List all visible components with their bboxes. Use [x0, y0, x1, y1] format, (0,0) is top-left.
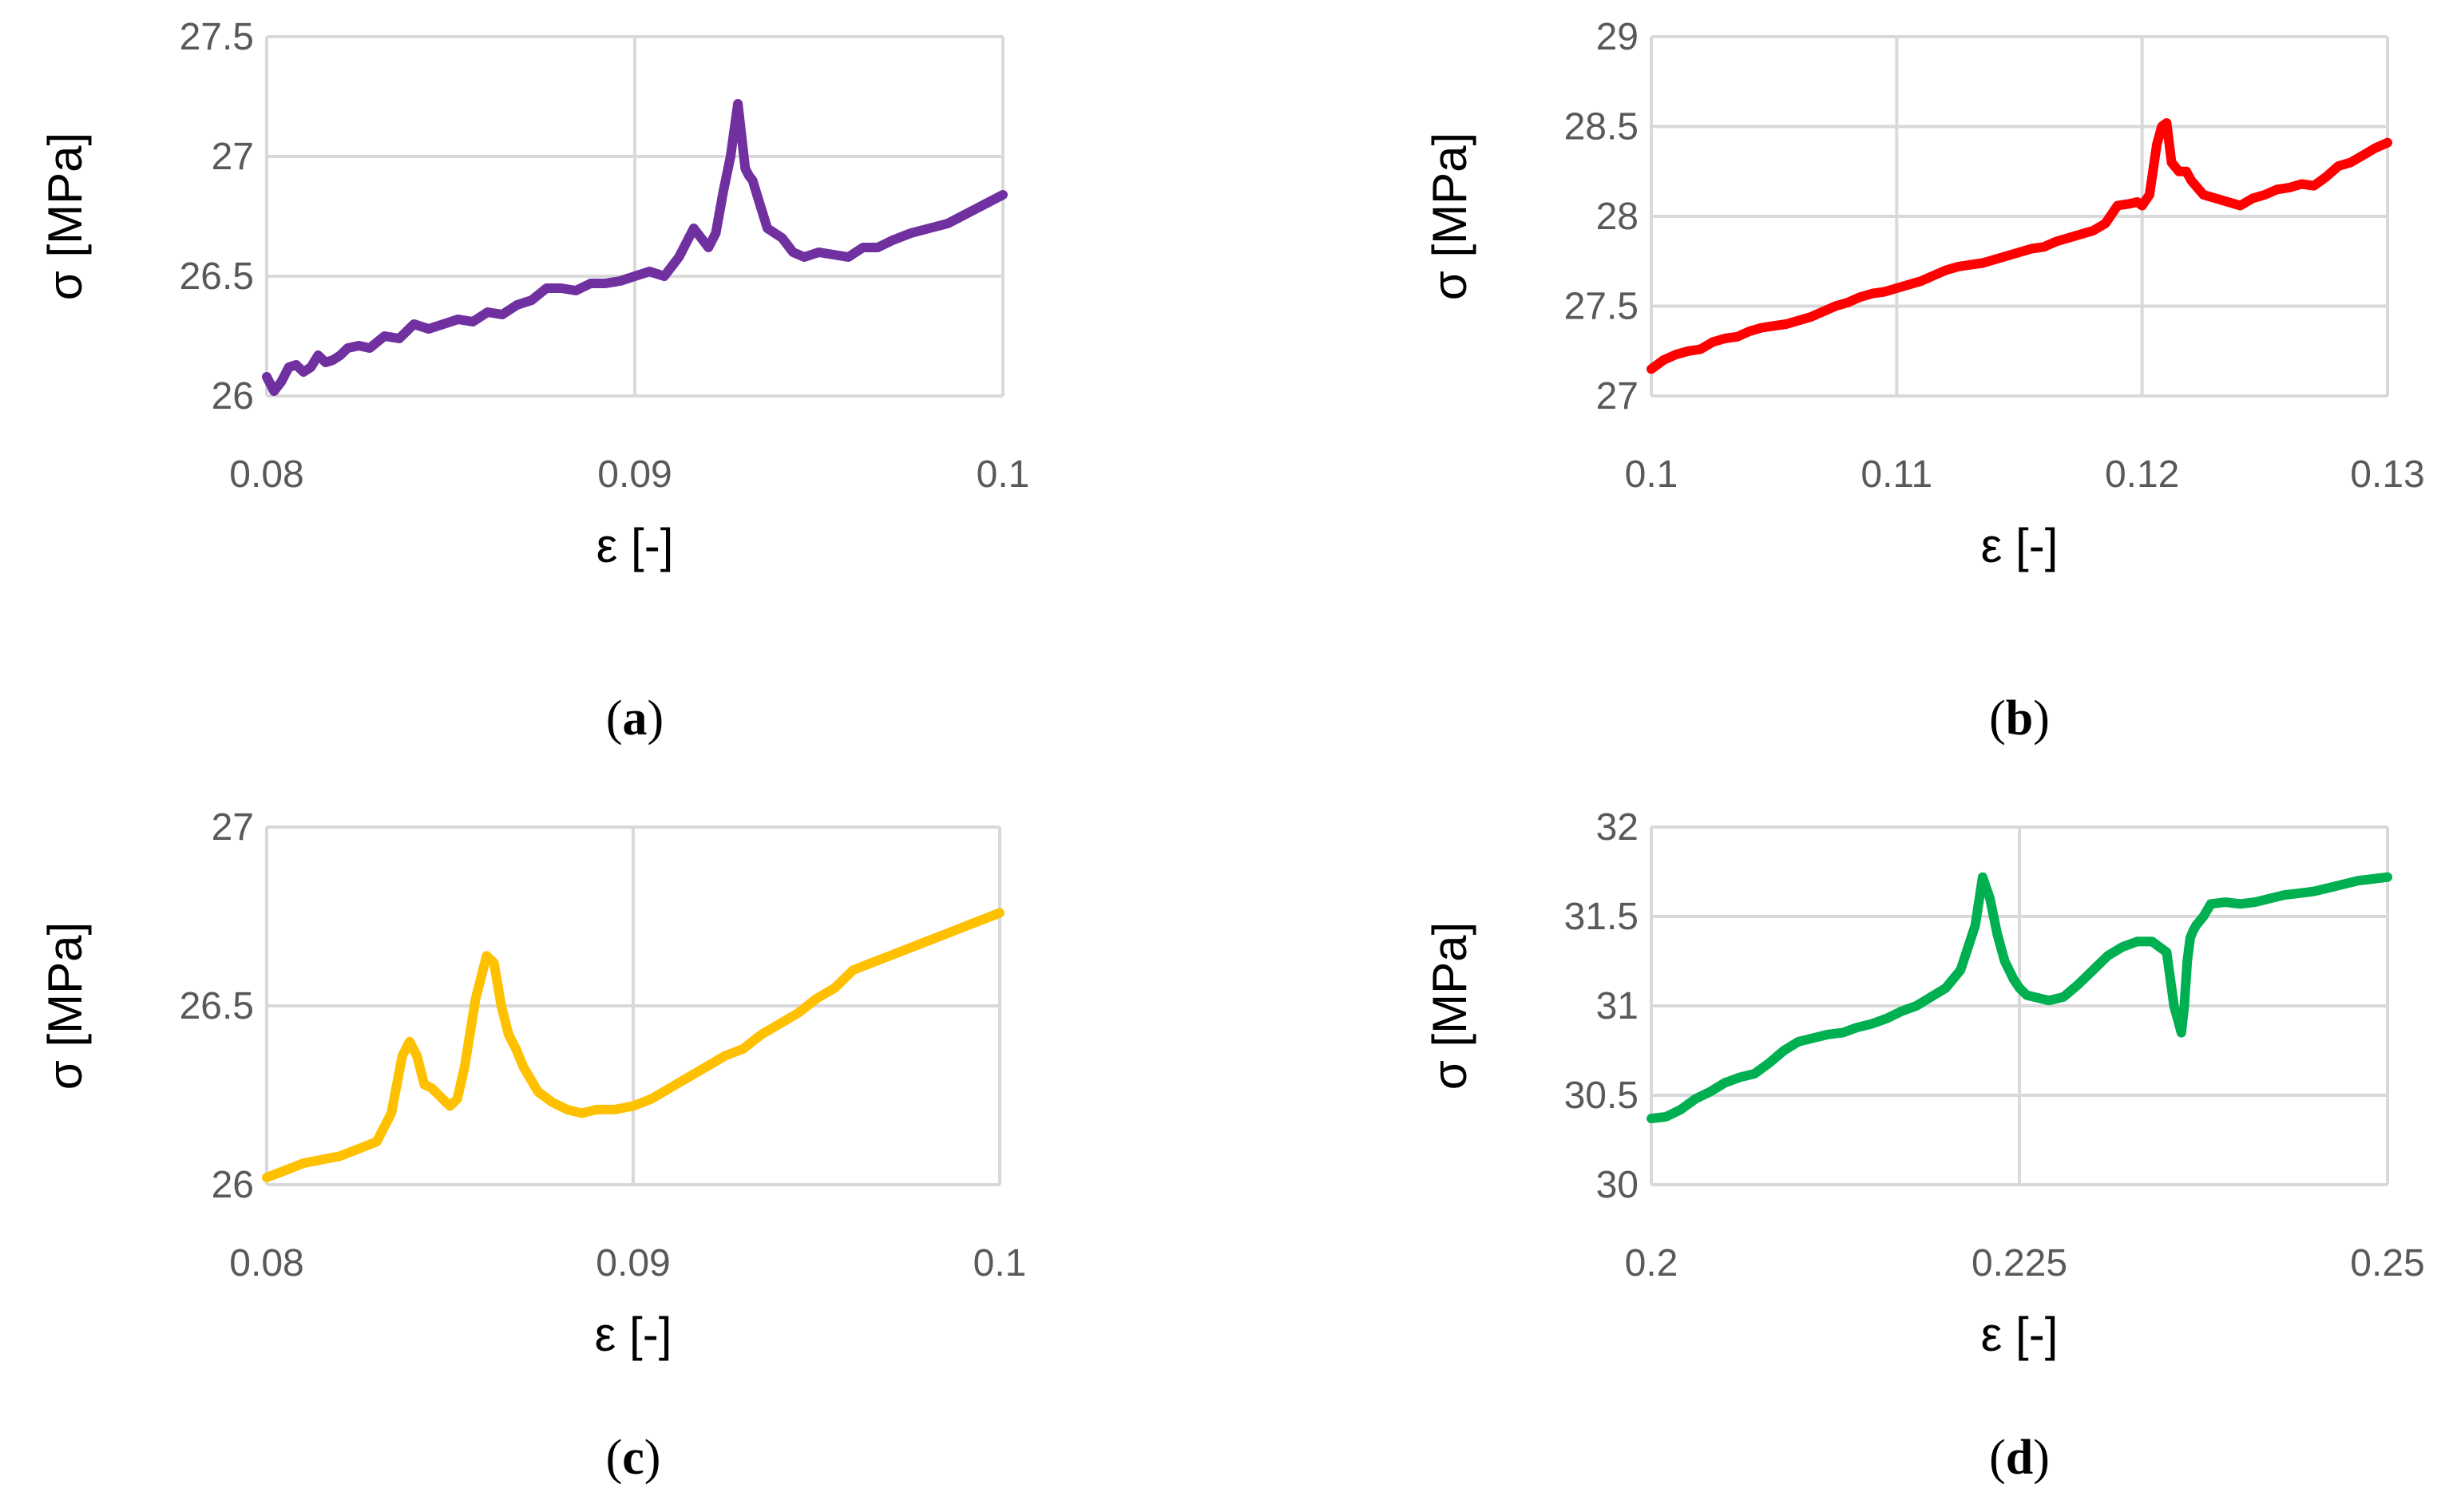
x-tick-label: 0.13: [2350, 453, 2424, 496]
x-tick-label: 0.09: [596, 1242, 670, 1284]
x-tick-label: 0.25: [2350, 1242, 2424, 1284]
panel-caption: (d): [1989, 1431, 2050, 1485]
y-axis-label: σ [MPa]: [1423, 922, 1476, 1090]
y-tick-label: 27.5: [1564, 286, 1639, 328]
x-tick-label: 0.08: [229, 1242, 303, 1284]
panel-b: 27 27.5 28 28.5 29 0.1 0.11 0.12 0.13 ε [-] σ [MPa…: [1423, 16, 2425, 746]
x-axis-label: ε [-]: [1981, 519, 2059, 572]
y-tick-label: 31.5: [1564, 896, 1639, 938]
panel-c: 26 26.5 27 0.08 0.09 0.1 ε [-] σ [MPa] (c): [38, 806, 1026, 1485]
y-tick-label: 27.5: [180, 16, 254, 58]
caption-open-paren: (: [1989, 691, 2006, 746]
caption-open-paren: (: [1989, 1431, 2006, 1485]
y-tick-label: 28: [1596, 196, 1639, 238]
caption-letter: d: [2006, 1431, 2033, 1485]
caption-open-paren: (: [606, 691, 623, 746]
caption-close-paren: ): [648, 691, 664, 746]
y-tick-label: 32: [1596, 806, 1639, 849]
x-tick-label: 0.2: [1625, 1242, 1678, 1284]
y-tick-label: 26: [212, 1164, 254, 1206]
y-axis-label: σ [MPa]: [38, 133, 92, 300]
caption-letter: b: [2006, 691, 2033, 746]
y-axis-label: σ [MPa]: [1423, 133, 1476, 300]
x-tick-label: 0.12: [2105, 453, 2179, 496]
panel-caption: (c): [606, 1431, 661, 1485]
y-tick-label: 26.5: [180, 985, 254, 1027]
caption-open-paren: (: [606, 1431, 623, 1485]
y-tick-label: 26.5: [180, 255, 254, 298]
x-tick-label: 0.1: [973, 1242, 1027, 1284]
y-tick-label: 27: [212, 806, 254, 849]
x-axis-label: ε [-]: [596, 519, 674, 572]
caption-close-paren: ): [644, 1431, 661, 1485]
x-tick-label: 0.11: [1861, 453, 1932, 496]
y-axis-label: σ [MPa]: [38, 922, 92, 1090]
x-tick-label: 0.1: [1625, 453, 1678, 496]
stress-strain-series: [262, 908, 1005, 1182]
y-tick-label: 26: [212, 375, 254, 418]
caption-close-paren: ): [2033, 691, 2050, 746]
panel-caption: (a): [606, 691, 664, 746]
panel-caption: (b): [1989, 691, 2050, 746]
stress-strain-series: [1647, 118, 2392, 374]
stress-strain-series: [1647, 872, 2392, 1124]
panel-d: 30 30.5 31 31.5 32 0.2 0.225 0.25 ε [-] σ [MPa] (d…: [1423, 806, 2425, 1485]
y-tick-label: 27: [212, 136, 254, 178]
y-tick-label: 30.5: [1564, 1075, 1639, 1117]
x-tick-label: 0.09: [597, 453, 672, 496]
x-tick-label: 0.08: [229, 453, 303, 496]
caption-letter: a: [623, 691, 648, 746]
y-tick-label: 30: [1596, 1164, 1639, 1206]
x-tick-label: 0.1: [977, 453, 1030, 496]
y-tick-label: 31: [1596, 985, 1639, 1027]
x-axis-label: ε [-]: [1981, 1308, 2059, 1361]
x-tick-label: 0.225: [1972, 1242, 2067, 1284]
caption-letter: c: [622, 1431, 644, 1485]
y-tick-label: 28.5: [1564, 106, 1639, 148]
y-tick-label: 29: [1596, 16, 1639, 58]
x-axis-label: ε [-]: [595, 1308, 672, 1361]
panel-a: 26 26.5 27 27.5 0.08 0.09 0.1 ε [-] σ [MPa] (a): [38, 16, 1029, 746]
stress-strain-series: [262, 99, 1008, 396]
caption-close-paren: ): [2033, 1431, 2050, 1485]
y-tick-label: 27: [1596, 375, 1639, 418]
